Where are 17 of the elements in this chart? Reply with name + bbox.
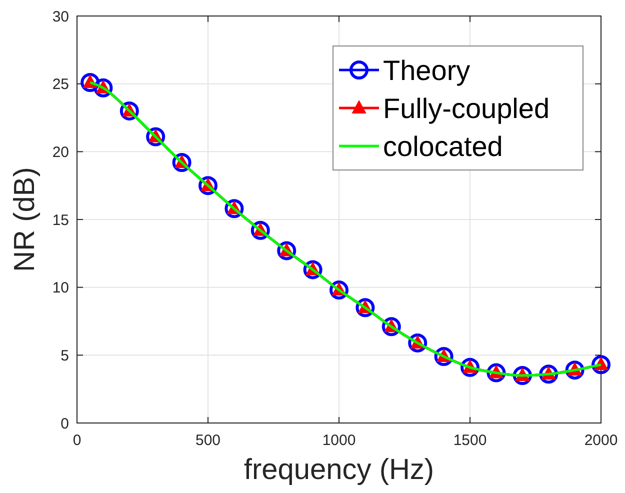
y-tick-label: 5 — [60, 347, 69, 364]
x-tick-label: 2000 — [584, 432, 618, 449]
y-tick-label: 30 — [52, 8, 69, 26]
y-tick-label: 15 — [52, 212, 69, 229]
y-tick-label: 25 — [52, 76, 69, 94]
x-tick-label: 0 — [72, 432, 82, 449]
legend-label: colocated — [383, 130, 503, 162]
y-axis-title: NR (dB) — [9, 167, 41, 272]
x-tick-label: 500 — [195, 432, 221, 449]
x-axis-title: frequency (Hz) — [244, 454, 434, 486]
x-tick-label: 1000 — [322, 432, 356, 449]
legend-label: Theory — [383, 54, 470, 86]
y-tick-label: 0 — [60, 415, 69, 432]
legend-label: Fully-coupled — [383, 92, 550, 124]
x-tick-label: 1500 — [453, 432, 487, 449]
y-tick-label: 10 — [52, 280, 69, 297]
y-tick-label: 20 — [52, 144, 69, 161]
